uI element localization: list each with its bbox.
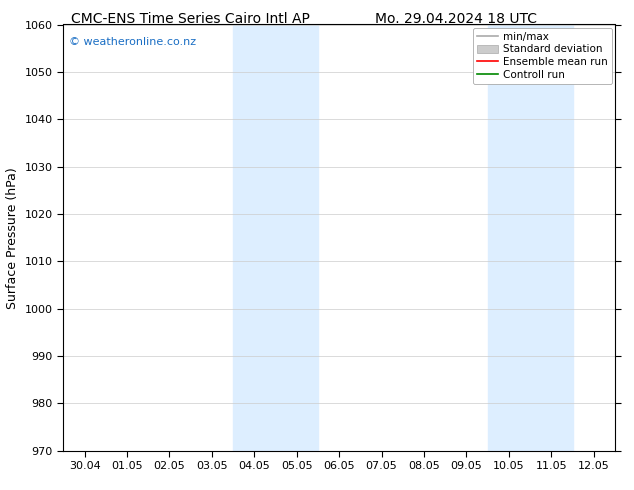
Text: © weatheronline.co.nz: © weatheronline.co.nz: [69, 37, 196, 48]
Bar: [233, 24, 318, 451]
Y-axis label: Surface Pressure (hPa): Surface Pressure (hPa): [6, 167, 19, 309]
Bar: [488, 24, 573, 451]
Text: CMC-ENS Time Series Cairo Intl AP: CMC-ENS Time Series Cairo Intl AP: [71, 12, 309, 26]
Legend: min/max, Standard deviation, Ensemble mean run, Controll run: min/max, Standard deviation, Ensemble me…: [473, 27, 612, 84]
Text: Mo. 29.04.2024 18 UTC: Mo. 29.04.2024 18 UTC: [375, 12, 538, 26]
